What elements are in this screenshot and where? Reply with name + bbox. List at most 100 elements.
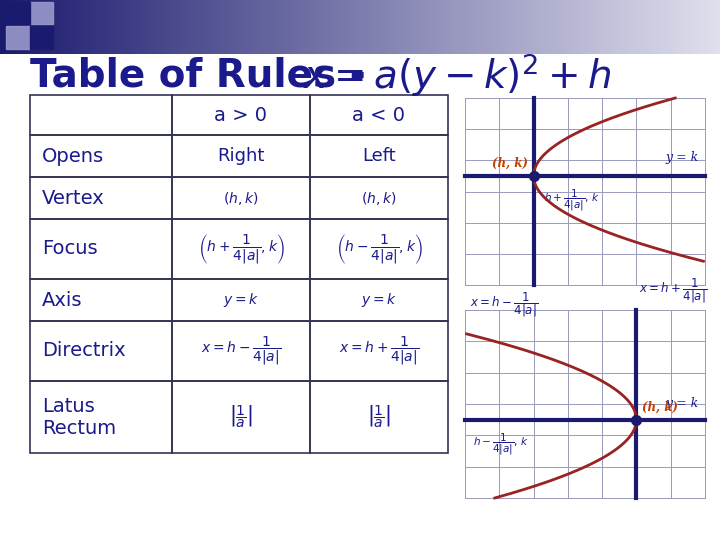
Bar bbox=[77, 0, 79, 54]
Bar bbox=[108, 0, 110, 54]
Bar bbox=[454, 0, 456, 54]
Text: a > 0: a > 0 bbox=[215, 105, 268, 125]
Bar bbox=[648, 0, 650, 54]
Bar bbox=[574, 0, 576, 54]
Bar bbox=[518, 0, 521, 54]
Bar bbox=[38, 0, 41, 54]
Bar bbox=[233, 0, 235, 54]
Bar bbox=[595, 0, 598, 54]
Bar bbox=[477, 0, 480, 54]
Bar bbox=[502, 0, 504, 54]
Bar bbox=[571, 0, 574, 54]
Bar bbox=[214, 0, 216, 54]
Bar bbox=[382, 0, 384, 54]
Bar bbox=[300, 0, 302, 54]
Bar bbox=[398, 0, 401, 54]
Bar bbox=[693, 0, 696, 54]
Bar bbox=[238, 0, 240, 54]
Bar bbox=[302, 0, 305, 54]
Bar bbox=[30, 381, 172, 453]
Bar bbox=[12, 0, 14, 54]
Bar bbox=[106, 0, 108, 54]
Bar bbox=[504, 0, 506, 54]
Bar bbox=[110, 0, 113, 54]
Bar bbox=[53, 0, 55, 54]
Bar bbox=[495, 0, 497, 54]
Bar bbox=[621, 0, 624, 54]
Text: y = k: y = k bbox=[666, 151, 699, 164]
Bar bbox=[506, 0, 509, 54]
Bar bbox=[713, 0, 715, 54]
Text: $\left(h+\dfrac{1}{4|a|}, k\right)$: $\left(h+\dfrac{1}{4|a|}, k\right)$ bbox=[197, 232, 284, 266]
Bar bbox=[444, 0, 446, 54]
Bar bbox=[7, 0, 9, 54]
Bar bbox=[30, 177, 172, 219]
Bar bbox=[144, 0, 146, 54]
Bar bbox=[153, 0, 156, 54]
Text: $x = a(y - k)^2 + h$: $x = a(y - k)^2 + h$ bbox=[302, 51, 611, 99]
Bar bbox=[432, 0, 434, 54]
Bar bbox=[485, 0, 487, 54]
Bar bbox=[711, 0, 713, 54]
Bar bbox=[355, 0, 358, 54]
Text: $h+\dfrac{1}{4|a|},\,k$: $h+\dfrac{1}{4|a|},\,k$ bbox=[544, 188, 600, 213]
Text: $h-\dfrac{1}{4|a|},\,k$: $h-\dfrac{1}{4|a|},\,k$ bbox=[473, 431, 529, 457]
Bar bbox=[156, 0, 158, 54]
Bar bbox=[127, 0, 130, 54]
Bar bbox=[295, 0, 297, 54]
Text: Table of Rules -: Table of Rules - bbox=[30, 56, 392, 94]
Bar bbox=[703, 0, 706, 54]
Bar bbox=[41, 0, 43, 54]
Bar bbox=[24, 0, 27, 54]
Bar bbox=[319, 0, 322, 54]
Bar bbox=[225, 0, 228, 54]
Bar bbox=[643, 0, 646, 54]
Bar bbox=[439, 0, 441, 54]
Bar bbox=[91, 0, 94, 54]
Bar bbox=[583, 0, 585, 54]
Bar bbox=[63, 0, 65, 54]
Bar bbox=[377, 0, 379, 54]
Bar bbox=[283, 0, 286, 54]
Bar bbox=[653, 0, 655, 54]
Bar bbox=[67, 0, 70, 54]
Text: $\left|\dfrac{1}{a}\right|$: $\left|\dfrac{1}{a}\right|$ bbox=[229, 404, 253, 430]
Bar bbox=[0, 0, 2, 54]
Bar bbox=[396, 0, 398, 54]
Bar bbox=[701, 0, 703, 54]
Bar bbox=[99, 0, 101, 54]
Bar bbox=[101, 0, 103, 54]
Bar bbox=[401, 0, 403, 54]
Bar bbox=[45, 0, 48, 54]
Bar bbox=[521, 0, 523, 54]
Text: y = k: y = k bbox=[666, 397, 699, 410]
Text: $(h, k)$: $(h, k)$ bbox=[223, 190, 258, 206]
Text: $\left|\dfrac{1}{a}\right|$: $\left|\dfrac{1}{a}\right|$ bbox=[367, 404, 391, 430]
Bar bbox=[598, 0, 600, 54]
Text: Opens: Opens bbox=[42, 146, 104, 165]
Bar bbox=[610, 0, 612, 54]
Bar bbox=[326, 0, 329, 54]
Bar bbox=[665, 0, 667, 54]
Bar bbox=[30, 95, 172, 135]
Bar bbox=[389, 0, 391, 54]
Bar bbox=[259, 0, 261, 54]
Bar bbox=[346, 0, 348, 54]
Bar bbox=[172, 135, 310, 177]
Bar bbox=[564, 0, 567, 54]
Text: (h, k): (h, k) bbox=[642, 401, 678, 414]
Bar bbox=[351, 0, 353, 54]
Bar bbox=[172, 279, 310, 321]
Bar bbox=[405, 0, 408, 54]
Bar bbox=[341, 0, 343, 54]
Bar bbox=[634, 0, 636, 54]
Bar bbox=[297, 0, 300, 54]
Text: Axis: Axis bbox=[42, 291, 83, 309]
Bar bbox=[271, 0, 274, 54]
Bar bbox=[427, 0, 430, 54]
Bar bbox=[230, 0, 233, 54]
Bar bbox=[151, 0, 153, 54]
Bar bbox=[322, 0, 324, 54]
Bar bbox=[629, 0, 631, 54]
Text: $x=h-\dfrac{1}{4|a|}$: $x=h-\dfrac{1}{4|a|}$ bbox=[470, 290, 538, 319]
